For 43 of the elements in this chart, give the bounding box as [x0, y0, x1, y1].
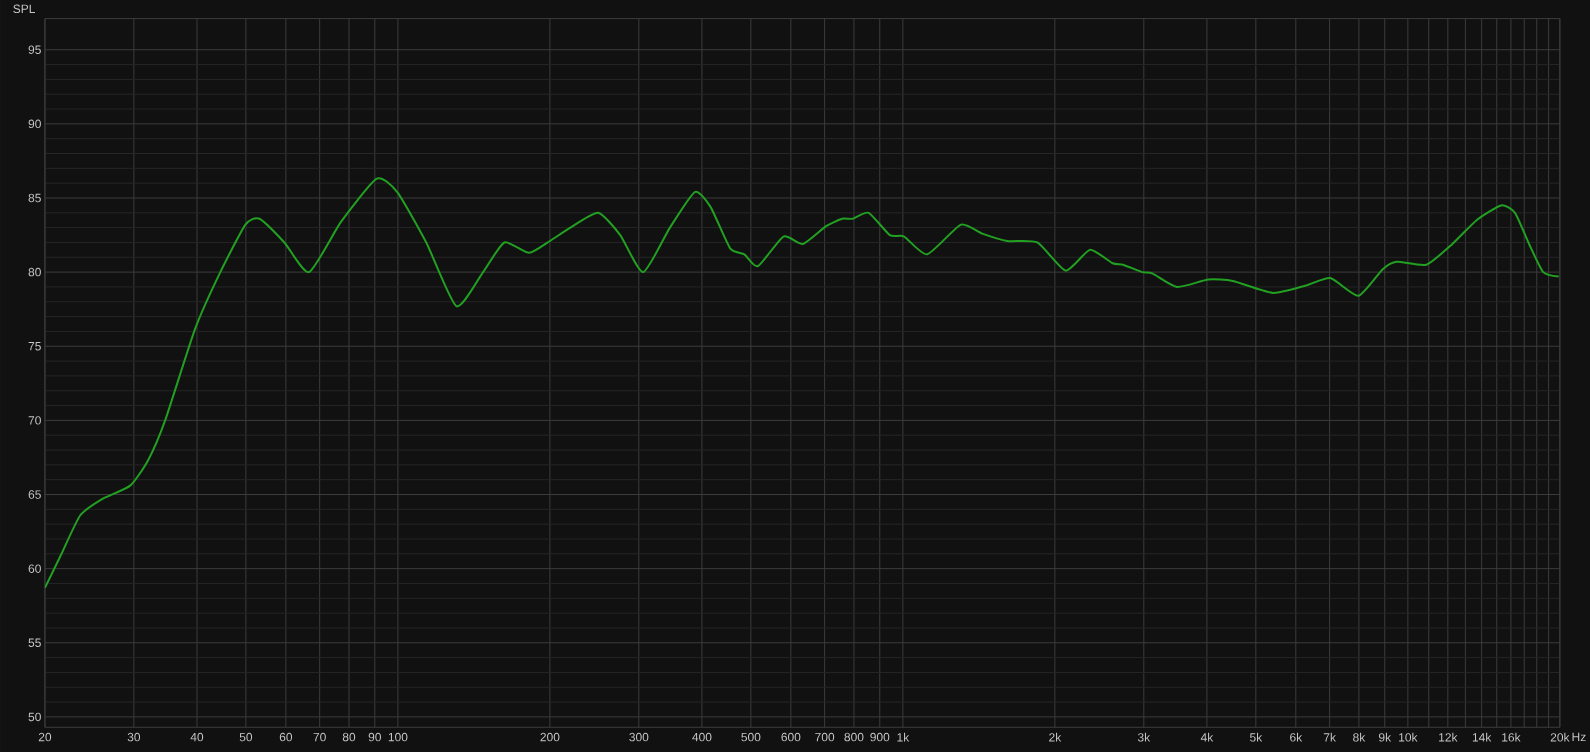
x-tick-label: 9k: [1378, 732, 1392, 742]
x-tick-label: 10k: [1399, 732, 1418, 742]
x-tick-label: 4k: [1200, 732, 1214, 742]
y-tick-label: 60: [28, 564, 41, 573]
x-tick-label: 20: [38, 732, 52, 742]
y-tick-label: 55: [28, 638, 41, 647]
x-tick-label: 6k: [1290, 732, 1303, 742]
x-tick-label: 50: [239, 732, 253, 742]
y-tick-label: 65: [28, 490, 41, 499]
x-tick-label: 300: [629, 732, 649, 742]
x-tick-label: 800: [844, 732, 864, 742]
x-tick-label: 2k: [1049, 732, 1062, 742]
y-axis-title: SPL: [13, 4, 35, 14]
y-tick-label: 85: [28, 193, 41, 203]
x-tick-label: 700: [815, 732, 835, 742]
x-tick-label: 100: [388, 732, 408, 742]
y-tick-label: 80: [28, 267, 41, 277]
y-tick-label: 90: [28, 119, 41, 129]
x-tick-label: 14k: [1472, 732, 1492, 742]
x-tick-label: 900: [870, 732, 890, 742]
y-tick-label: 70: [28, 416, 41, 425]
x-tick-label: 5k: [1249, 732, 1263, 742]
x-tick-label: 8k: [1353, 732, 1366, 742]
x-tick-label: 20k: [1550, 732, 1570, 742]
x-tick-label: 80: [342, 732, 356, 742]
x-tick-label: 40: [190, 732, 204, 742]
x-tick-label: 200: [540, 732, 560, 742]
x-tick-label: 3k: [1137, 732, 1151, 742]
x-axis-title: Hz: [1572, 732, 1586, 742]
y-tick-label: 50: [28, 712, 41, 722]
x-tick-label: 600: [781, 732, 801, 742]
x-tick-label: 90: [368, 732, 382, 742]
y-tick-label: 95: [28, 45, 41, 54]
x-tick-label: 60: [279, 732, 293, 742]
x-tick-label: 12k: [1439, 732, 1458, 742]
x-tick-label: 30: [127, 732, 141, 742]
x-tick-label: 16k: [1502, 732, 1521, 742]
x-tick-label: 400: [692, 732, 712, 742]
x-tick-label: 7k: [1323, 732, 1336, 742]
x-tick-label: 70: [313, 732, 326, 742]
x-tick-label: 500: [741, 732, 761, 742]
y-tick-label: 75: [28, 342, 41, 351]
x-tick-label: 1k: [897, 732, 910, 742]
